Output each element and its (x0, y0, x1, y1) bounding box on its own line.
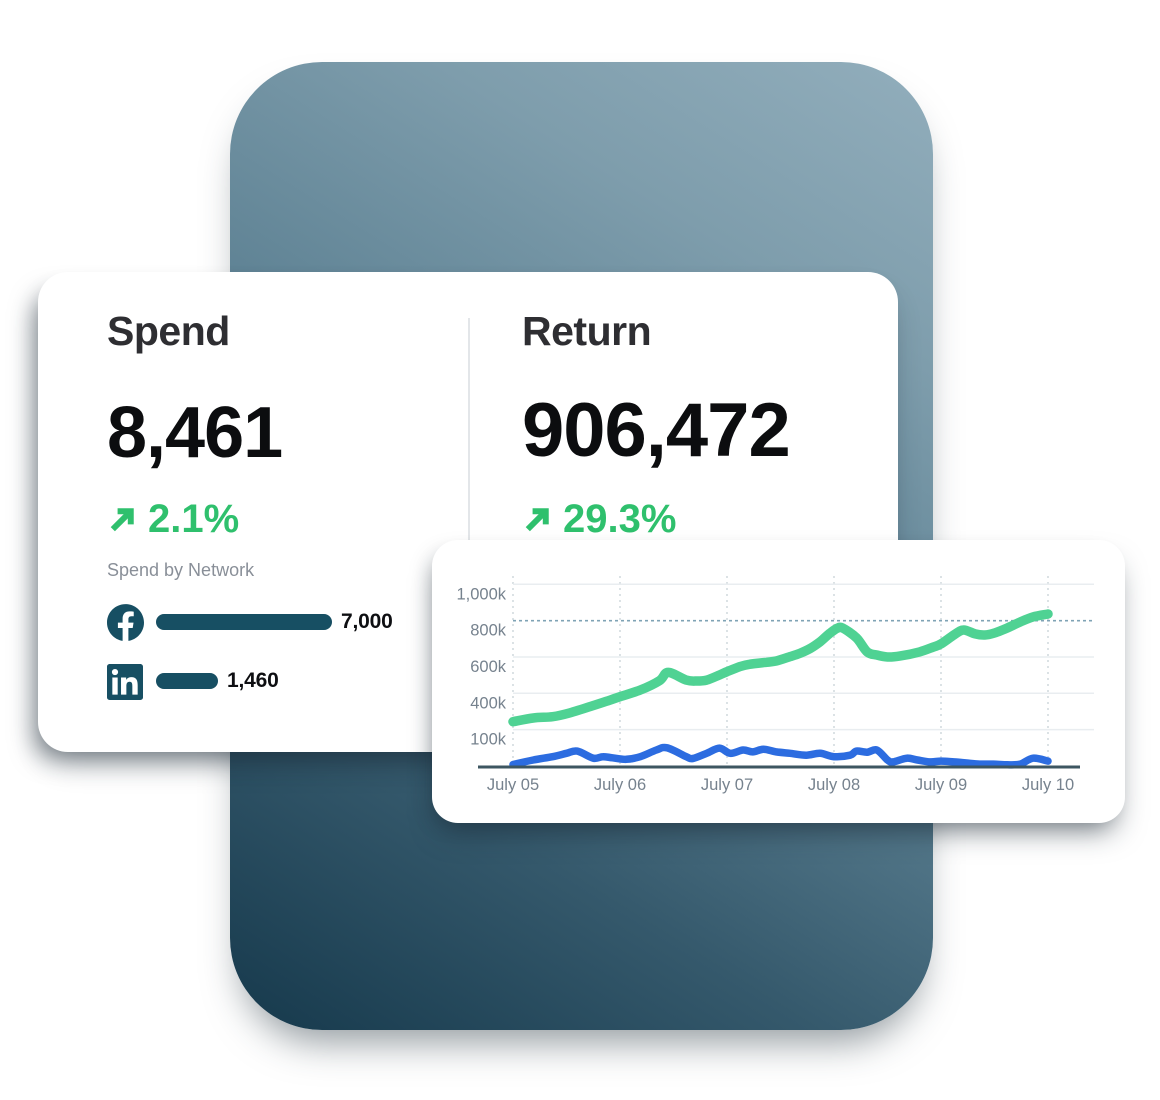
trend-up-icon (107, 504, 138, 535)
network-row-linkedin: 1,460 (107, 662, 467, 700)
facebook-icon (107, 603, 144, 641)
svg-text:100k: 100k (470, 731, 507, 749)
svg-text:July 08: July 08 (808, 776, 860, 794)
network-row-facebook: 7,000 (107, 603, 467, 641)
spend-delta-value: 2.1% (148, 497, 240, 541)
facebook-spend-value: 7,000 (341, 610, 393, 633)
spend-delta: 2.1% (107, 497, 467, 542)
svg-text:July 10: July 10 (1022, 776, 1074, 794)
return-delta-value: 29.3% (563, 497, 677, 541)
linkedin-icon (107, 663, 144, 700)
svg-text:July 06: July 06 (594, 776, 646, 794)
linkedin-spend-value: 1,460 (227, 669, 279, 692)
svg-text:800k: 800k (470, 622, 507, 640)
svg-text:400k: 400k (470, 694, 507, 712)
column-divider (468, 318, 470, 732)
return-value: 906,472 (522, 388, 791, 473)
facebook-spend-bar (156, 614, 332, 630)
return-section: Return 906,472 29.3% (522, 272, 892, 542)
spend-by-network-label: Spend by Network (107, 560, 255, 580)
trend-up-icon (522, 504, 553, 535)
stats-card: Spend 8,461 2.1% Spend by Network 7 (38, 272, 898, 752)
return-title: Return (522, 308, 652, 354)
linkedin-spend-bar (156, 673, 218, 689)
svg-text:1,000k: 1,000k (456, 585, 506, 603)
svg-text:July 09: July 09 (915, 776, 967, 794)
spend-section: Spend 8,461 2.1% Spend by Network 7 (107, 272, 467, 700)
return-delta: 29.3% (522, 497, 892, 542)
svg-text:July 05: July 05 (487, 776, 539, 794)
svg-text:July 07: July 07 (701, 776, 753, 794)
chart-card: July 05 July 06 July 07 July 08 July 09 July … (432, 540, 1125, 823)
spend-value: 8,461 (107, 393, 283, 473)
svg-text:600k: 600k (470, 658, 507, 676)
spend-title: Spend (107, 308, 230, 354)
